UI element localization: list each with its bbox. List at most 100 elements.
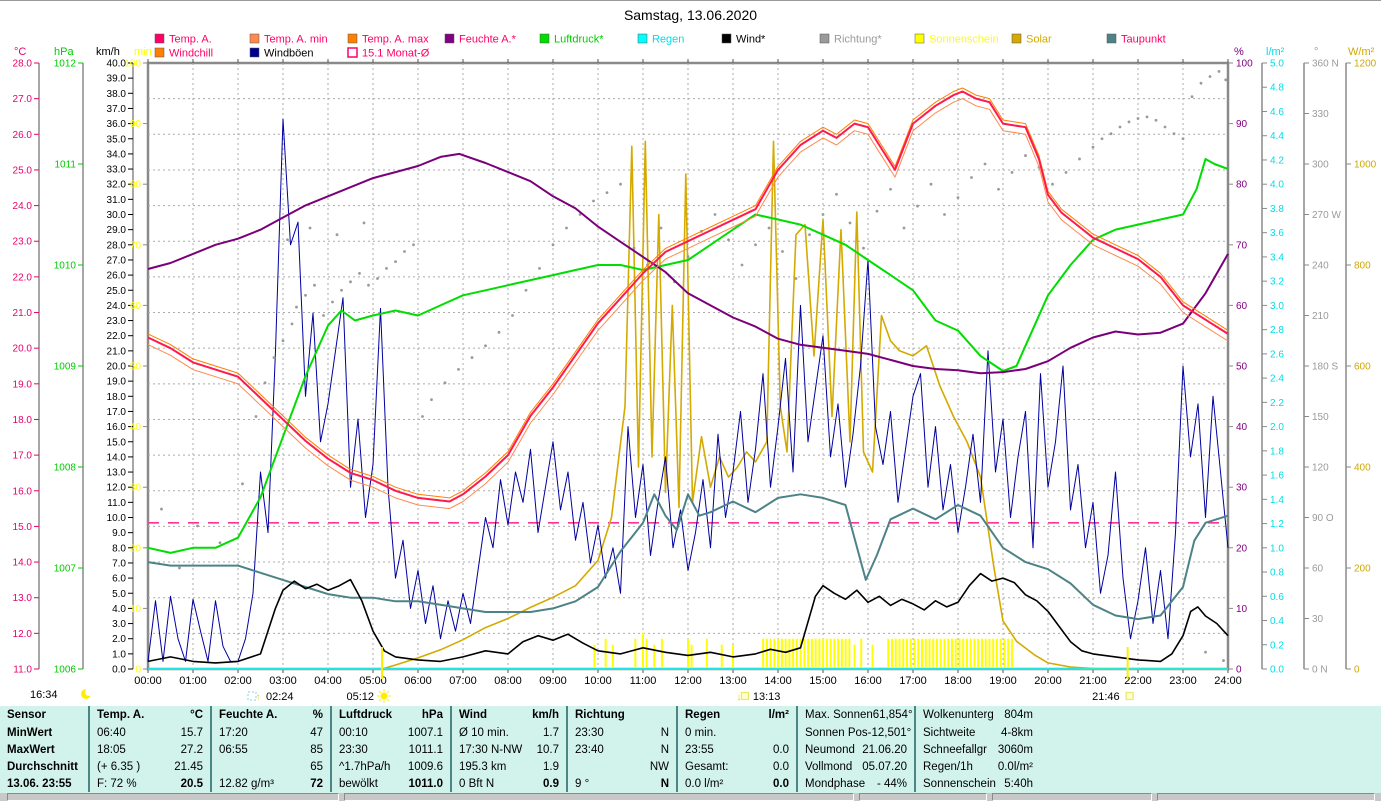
svg-text:70: 70 xyxy=(130,240,142,251)
svg-text:800: 800 xyxy=(1354,261,1371,272)
svg-text:28.0: 28.0 xyxy=(107,240,127,251)
svg-text:12:00: 12:00 xyxy=(674,675,702,687)
svg-text:30: 30 xyxy=(1236,483,1248,494)
axis-pct: % 0 10 20 30 40 50 60 70 80 90 100 xyxy=(1228,46,1253,676)
svg-text:5.0: 5.0 xyxy=(112,589,126,600)
table-cell: Mondphase - 44% xyxy=(796,775,914,792)
table-cell: Feuchte A.% xyxy=(210,706,330,724)
svg-text:0.8: 0.8 xyxy=(1270,568,1284,579)
svg-text:23:00: 23:00 xyxy=(1169,675,1197,687)
sunshine-bars xyxy=(593,632,1013,668)
x-axis: 00:00 01:00 02:00 03:00 04:00 05:00 06:00 07:00… xyxy=(134,675,1242,687)
chart-title: Samstag, 13.06.2020 xyxy=(623,7,758,23)
svg-text:2.0: 2.0 xyxy=(112,634,126,645)
svg-text:10.0: 10.0 xyxy=(107,513,127,524)
table-cell: 06:40 15.7 xyxy=(88,724,210,741)
svg-text:60: 60 xyxy=(1236,301,1248,312)
stats-table: Sensor MinWert MaxWert Durchschnitt 13.06. 2… xyxy=(0,706,1381,793)
svg-text:30: 30 xyxy=(1312,614,1324,625)
svg-text:13:13: 13:13 xyxy=(753,691,781,703)
svg-text:36.0: 36.0 xyxy=(107,119,127,130)
svg-text:23.0: 23.0 xyxy=(13,237,33,248)
svg-text:11:00: 11:00 xyxy=(630,675,657,687)
svg-text:27.0: 27.0 xyxy=(107,255,127,266)
svg-text:1010: 1010 xyxy=(54,261,77,272)
table-cell: Temp. A. °C xyxy=(88,706,210,724)
table-cell: NW xyxy=(566,758,676,775)
svg-text:39.0: 39.0 xyxy=(107,74,127,85)
svg-text:10: 10 xyxy=(130,604,142,615)
svg-text:17:00: 17:00 xyxy=(899,675,927,687)
legend-item: Richtung* xyxy=(819,34,882,46)
table-cell: 12.82 g/m³ 72 xyxy=(210,775,330,792)
svg-text:18:00: 18:00 xyxy=(944,675,972,687)
svg-text:20.0: 20.0 xyxy=(107,362,127,373)
svg-text:4.0: 4.0 xyxy=(1270,180,1284,191)
table-cell: 0 min. xyxy=(676,724,796,741)
table-cell: Luftdruck hPa xyxy=(330,706,450,724)
legend-item: Wind* xyxy=(721,34,766,46)
svg-text:0.6: 0.6 xyxy=(1270,592,1284,603)
svg-text:0.0: 0.0 xyxy=(1270,665,1284,676)
table-cell: bewölkt 1011.0 xyxy=(330,775,450,792)
svg-text:70: 70 xyxy=(1236,240,1248,251)
legend-item: Feuchte A.* xyxy=(444,34,517,46)
table-cell: Regen l/m² xyxy=(676,706,796,724)
svg-text:16.0: 16.0 xyxy=(107,422,127,433)
table-cell: Schneefallgr 3060m xyxy=(914,741,1040,758)
table-cell: 18:05 27.2 xyxy=(88,741,210,758)
table-cell: Vollmond 05.07.20 xyxy=(796,758,914,775)
svg-text:14.0: 14.0 xyxy=(107,452,127,463)
svg-text:4.2: 4.2 xyxy=(1270,155,1284,166)
table-cell: MinWert xyxy=(7,726,53,739)
svg-text:Temp. A. min: Temp. A. min xyxy=(264,34,328,46)
svg-text:13.0: 13.0 xyxy=(13,593,33,604)
series-windboeen xyxy=(147,118,1229,662)
svg-text:1.4: 1.4 xyxy=(1270,495,1284,506)
svg-text:90 O: 90 O xyxy=(1312,513,1334,524)
svg-text:1007: 1007 xyxy=(54,564,77,575)
table-cell: 17:30 N-NW 10.7 xyxy=(450,741,566,758)
svg-text:5.0: 5.0 xyxy=(1270,59,1284,70)
svg-text:1.8: 1.8 xyxy=(1270,446,1284,457)
svg-text:4.6: 4.6 xyxy=(1270,107,1284,118)
svg-text:0: 0 xyxy=(135,665,141,676)
series-luftdruck xyxy=(147,158,1229,554)
svg-text:0.2: 0.2 xyxy=(1270,640,1284,651)
table-cell: Sichtweite 4-8km xyxy=(914,724,1040,741)
svg-text:Feuchte A.*: Feuchte A.* xyxy=(459,34,517,46)
svg-text:24:00: 24:00 xyxy=(1214,675,1242,687)
axis-lm2: l/m² 0.0 0.2 0.4 0.6 0.8 1.0 1.2 1.4 1.6 1.8 2.0 2.2… xyxy=(1261,46,1285,676)
svg-text:0: 0 xyxy=(1354,665,1360,676)
moonrise-marker: ↑ 02:24 xyxy=(247,691,294,703)
svg-text:Temp. A.: Temp. A. xyxy=(169,34,212,46)
axis-hpa: hPa 1006 1007 1008 1009 1010 1011 1012 xyxy=(54,46,84,676)
table-cell: Regen/1h 0.0l/m² xyxy=(914,758,1040,775)
svg-text:0.0: 0.0 xyxy=(112,665,126,676)
svg-text:3.0: 3.0 xyxy=(1270,301,1284,312)
svg-text:00:00: 00:00 xyxy=(134,675,162,687)
svg-text:22:00: 22:00 xyxy=(1124,675,1152,687)
table-cell: 65 xyxy=(210,758,330,775)
table-cell: 13.06. 23:55 xyxy=(7,777,72,790)
svg-text:26.0: 26.0 xyxy=(107,271,127,282)
table-cell: 23:30 N xyxy=(566,724,676,741)
svg-text:90: 90 xyxy=(130,119,142,130)
table-cell: 23:55 0.0 xyxy=(676,741,796,758)
sunset-marker: 21:46 xyxy=(1092,647,1134,703)
svg-text:09:00: 09:00 xyxy=(539,675,567,687)
svg-text:12.0: 12.0 xyxy=(107,483,127,494)
svg-text:60: 60 xyxy=(130,301,142,312)
svg-text:330: 330 xyxy=(1312,109,1329,120)
svg-text:4.4: 4.4 xyxy=(1270,131,1284,142)
svg-text:2.6: 2.6 xyxy=(1270,349,1284,360)
svg-text:38.0: 38.0 xyxy=(107,89,127,100)
series-temp xyxy=(147,90,1229,503)
svg-text:1.2: 1.2 xyxy=(1270,519,1284,530)
svg-text:06:00: 06:00 xyxy=(404,675,432,687)
svg-text:21.0: 21.0 xyxy=(107,346,127,357)
svg-text:2.4: 2.4 xyxy=(1270,374,1284,385)
svg-text:10: 10 xyxy=(1236,604,1248,615)
svg-text:19:00: 19:00 xyxy=(989,675,1017,687)
svg-text:l/m²: l/m² xyxy=(1266,46,1285,58)
